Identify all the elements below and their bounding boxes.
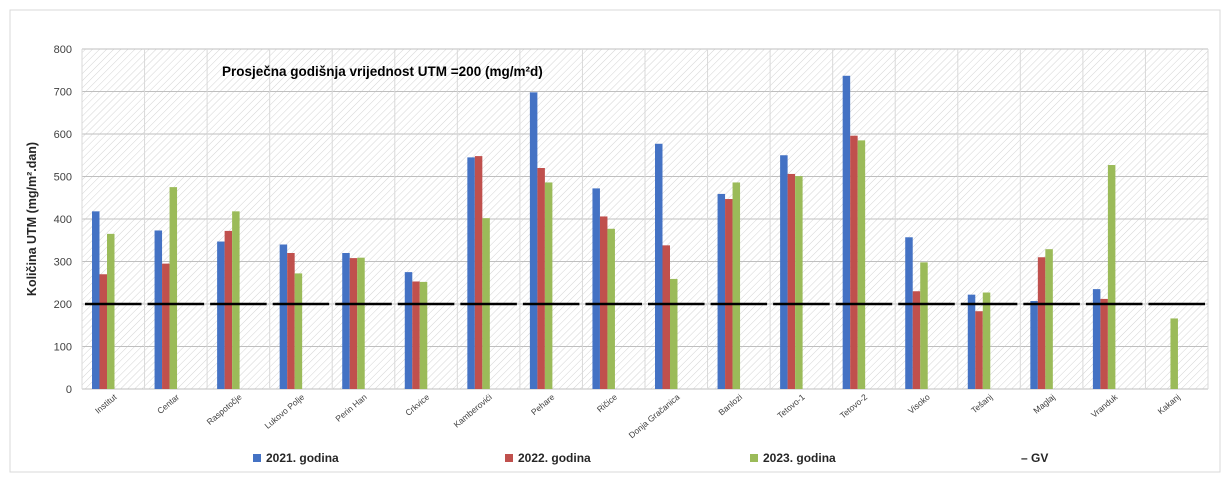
y-axis-label: Količina UTM (mg/m².dan) <box>25 142 39 296</box>
bar <box>1037 257 1046 389</box>
bar <box>725 199 733 389</box>
bar <box>662 245 670 389</box>
bar <box>467 157 475 389</box>
bar <box>850 135 858 389</box>
legend-label: 2023. godina <box>763 451 836 465</box>
y-axis-ticks: 0 100 200 300 400 500 600 700 800 <box>54 44 72 396</box>
bar <box>592 188 600 389</box>
bar <box>107 233 115 389</box>
legend-label-gv: – GV <box>1021 451 1048 465</box>
bar <box>294 273 303 389</box>
bar <box>419 281 428 389</box>
bar <box>92 211 100 389</box>
bar <box>279 244 288 389</box>
bar <box>217 241 225 389</box>
bar <box>1100 298 1108 389</box>
y-tick-label: 600 <box>54 129 72 141</box>
y-tick-label: 0 <box>66 384 72 396</box>
bar <box>224 230 233 389</box>
bars <box>92 75 1178 390</box>
y-tick-label: 700 <box>54 87 72 99</box>
legend-swatch <box>253 454 261 462</box>
bar <box>404 272 413 389</box>
bar <box>717 193 726 389</box>
bar <box>655 143 663 389</box>
bar <box>920 262 928 389</box>
legend: 2021. godina 2022. godina 2023. godina – GV <box>253 451 1048 465</box>
bar <box>1107 165 1116 389</box>
bar <box>607 228 615 389</box>
bar <box>412 281 420 389</box>
bar <box>967 294 976 389</box>
bar <box>232 211 240 389</box>
bar <box>1170 318 1178 389</box>
y-tick-label: 500 <box>54 172 72 184</box>
bar <box>349 258 358 389</box>
bar <box>1045 249 1053 389</box>
y-tick-label: 800 <box>54 44 72 56</box>
legend-swatch <box>750 454 758 462</box>
y-tick-label: 200 <box>54 299 72 311</box>
bar <box>287 253 295 389</box>
grid <box>81 48 1209 390</box>
bar <box>670 278 678 389</box>
bar <box>732 182 741 389</box>
bar <box>537 168 545 389</box>
bar <box>599 216 608 389</box>
bar <box>342 253 350 389</box>
bar <box>795 176 803 389</box>
legend-label: 2022. godina <box>518 451 591 465</box>
bar <box>1030 301 1038 389</box>
bar <box>905 237 913 389</box>
legend-swatch <box>505 454 513 462</box>
bar <box>357 257 365 389</box>
bar <box>529 92 538 389</box>
bar <box>842 75 851 390</box>
chart-annotation: Prosječna godišnja vrijednost UTM =200 (… <box>222 64 543 79</box>
y-tick-label: 400 <box>54 214 72 226</box>
bar <box>780 155 788 389</box>
legend-label: 2021. godina <box>266 451 339 465</box>
bar <box>982 292 991 389</box>
bar <box>99 274 107 389</box>
bar <box>154 230 163 389</box>
bar <box>162 263 170 389</box>
bar <box>975 311 983 389</box>
bar <box>474 156 483 389</box>
bar <box>857 140 866 389</box>
bar <box>1092 289 1101 389</box>
bar <box>169 187 178 389</box>
bar <box>787 173 796 389</box>
bar <box>912 291 921 389</box>
y-tick-label: 300 <box>54 257 72 269</box>
y-tick-label: 100 <box>54 342 72 354</box>
bar <box>544 182 553 389</box>
